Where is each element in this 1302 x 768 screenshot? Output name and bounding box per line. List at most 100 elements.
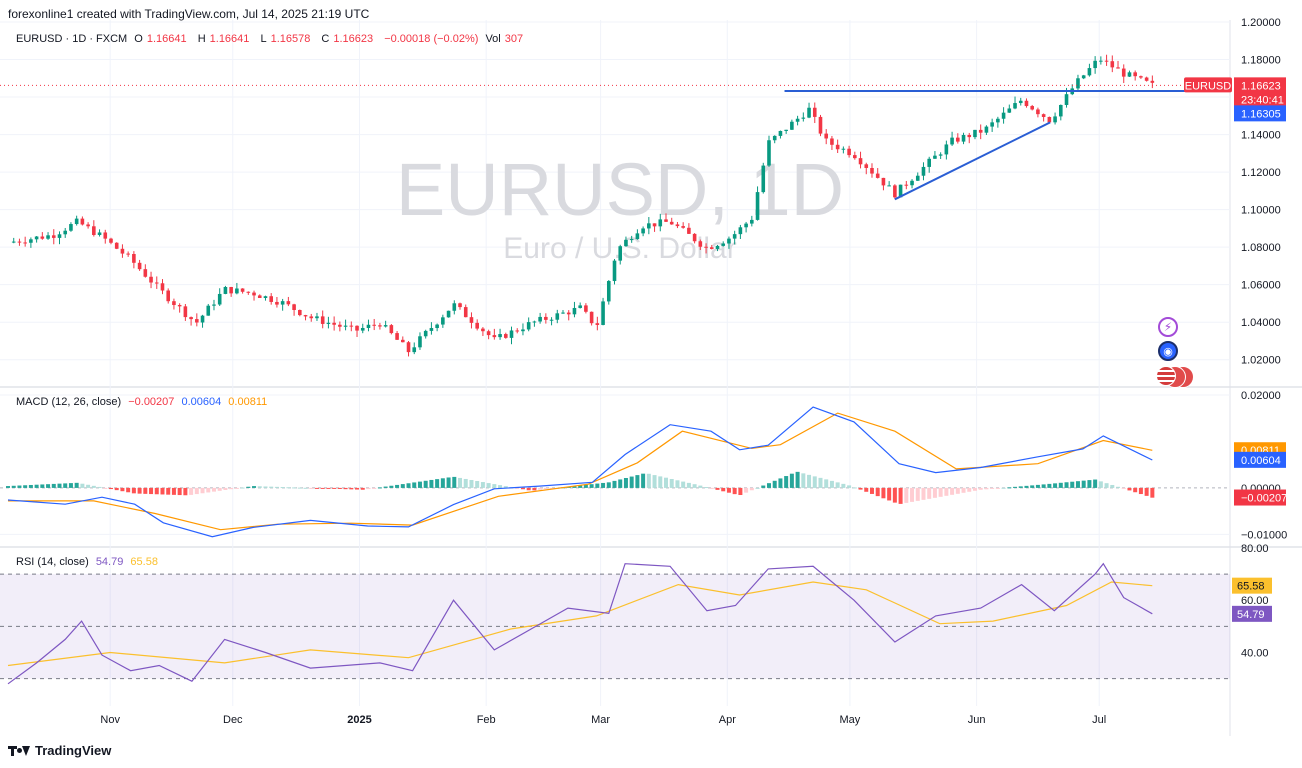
candle — [635, 229, 640, 240]
rsi-band — [0, 573, 1230, 680]
candle-body — [195, 319, 199, 323]
candle-body — [595, 323, 600, 325]
macd-histogram-bar — [343, 487, 348, 490]
macd-histogram-bar — [309, 487, 314, 489]
candle — [412, 342, 417, 355]
candle-body — [223, 286, 228, 294]
rsi-title: RSI (14, close) — [16, 556, 89, 568]
candle — [801, 112, 806, 122]
macd-histogram-bar — [847, 485, 852, 488]
macd-histogram-bar — [498, 485, 503, 488]
candle — [97, 229, 102, 237]
candle — [950, 131, 954, 146]
candle — [446, 310, 451, 318]
macd-histogram-bar — [297, 487, 302, 489]
macd-histogram-bar — [766, 483, 771, 488]
candle — [326, 316, 331, 329]
candle-body — [1024, 100, 1029, 107]
macd-hist-value: −0.00207 — [128, 396, 175, 408]
candle-body — [938, 154, 943, 156]
candle — [715, 244, 720, 252]
macd-histogram-bar — [892, 487, 897, 503]
macd-histogram-bar — [252, 486, 257, 488]
legend-close-value: 1.16623 — [333, 33, 374, 45]
macd-histogram-bar — [360, 487, 365, 490]
candle — [898, 184, 903, 198]
main-legend: EURUSD · 1D · FXCM O 1.16641 H 1.16641 L 1.… — [16, 33, 531, 45]
macd-histogram-bar — [589, 484, 594, 488]
candle-body — [853, 155, 857, 159]
macd-histogram-bar — [458, 477, 463, 488]
last-price-tag — [1234, 77, 1286, 108]
tradingview-logo-icon — [8, 744, 30, 758]
macd-tick-label: −0.01000 — [1241, 529, 1287, 541]
countdown-label: 23:40:41 — [1241, 94, 1284, 106]
rsi-tick-label: 60.00 — [1241, 595, 1269, 607]
candle — [853, 151, 857, 160]
price-tick-label: 1.12000 — [1241, 167, 1281, 179]
macd-histogram-bar — [269, 486, 274, 488]
candle — [887, 181, 891, 187]
x-tick-label: Dec — [223, 714, 243, 726]
candle-body — [881, 177, 886, 186]
candle — [927, 156, 931, 173]
candle — [423, 329, 428, 339]
candle-body — [555, 313, 560, 320]
globe-icon[interactable]: ◉ — [1158, 341, 1178, 361]
macd-signal-line — [8, 412, 1153, 531]
candle — [126, 251, 130, 257]
candle — [1076, 74, 1080, 91]
macd-histogram-bar — [1024, 485, 1029, 488]
candle — [292, 303, 296, 316]
macd-histogram-bar — [652, 475, 657, 488]
x-tick-label: 2025 — [347, 714, 371, 726]
flags-icon[interactable] — [1156, 366, 1198, 388]
candle — [132, 251, 136, 269]
x-tick-label: Jul — [1092, 714, 1106, 726]
candle-body — [23, 242, 27, 244]
candle — [1093, 56, 1097, 74]
candle — [1133, 70, 1137, 81]
candle-body — [309, 316, 314, 319]
macd-histogram-bar — [68, 483, 73, 488]
macd-histogram-bar — [1047, 483, 1052, 488]
candle — [629, 235, 634, 243]
candle — [303, 314, 308, 321]
macd-histogram-bar — [349, 487, 354, 490]
axes: Nov Dec 2025 Feb Mar Apr May Jun Jul 1.20000 1.180… — [100, 17, 1287, 726]
line-price-label: 1.16305 — [1241, 108, 1281, 120]
rsi-value-tag — [1232, 605, 1272, 622]
candle-body — [641, 228, 645, 234]
candle-body — [372, 324, 376, 326]
candle-body — [29, 239, 33, 243]
macd-histogram-bar — [698, 485, 703, 488]
candle-body — [830, 138, 834, 145]
line-price-tag — [1234, 105, 1286, 122]
candle — [687, 223, 691, 234]
candle-body — [927, 158, 931, 167]
candle — [280, 298, 285, 311]
macd-histogram-bar — [189, 487, 194, 495]
macd-histogram-bar — [818, 477, 823, 488]
macd-histogram-bar — [898, 487, 903, 504]
lightning-icon[interactable]: ⚡ — [1158, 317, 1178, 337]
candle-body — [298, 309, 302, 316]
macd-histogram-bar — [635, 475, 640, 488]
macd-histogram-bar — [177, 487, 182, 496]
macd-histogram-bar — [263, 486, 268, 488]
candle-body — [893, 185, 897, 198]
footer-brand[interactable]: TradingView — [8, 743, 111, 758]
candle — [481, 327, 485, 337]
macd-histogram-bar — [795, 471, 800, 488]
candle — [378, 322, 382, 330]
candle-body — [149, 276, 153, 283]
ascending-trendline — [894, 121, 1051, 201]
candle — [51, 229, 56, 245]
macd-histogram-bar — [395, 484, 400, 488]
candle — [1013, 96, 1017, 110]
macd-histogram-bar — [664, 477, 668, 488]
macd-histogram-bar — [526, 487, 531, 491]
candle-body — [561, 312, 565, 314]
candle — [881, 177, 886, 191]
